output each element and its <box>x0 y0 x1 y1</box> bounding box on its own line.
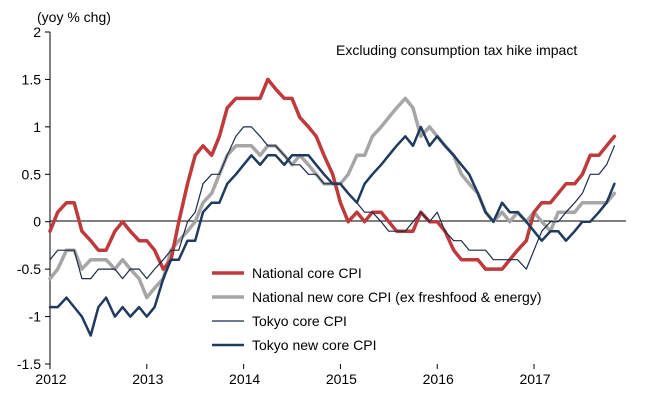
x-tick-label: 2017 <box>519 371 550 387</box>
legend-label-2: Tokyo core CPI <box>252 313 347 329</box>
legend-label-1: National new core CPI (ex freshfood & en… <box>252 289 541 305</box>
series-line-0 <box>48 77 617 271</box>
y-tick-label: 1.5 <box>22 71 42 87</box>
series-line-3 <box>48 125 616 337</box>
annotation-text: Excluding consumption tax hike impact <box>336 42 577 58</box>
x-tick-label: 2012 <box>35 371 66 387</box>
y-axis-label: (yoy % chg) <box>37 9 111 25</box>
y-tick-label: 0 <box>33 214 41 230</box>
y-tick-label: -1 <box>29 309 42 325</box>
x-tick-label: 2015 <box>326 371 357 387</box>
legend-label-3: Tokyo new core CPI <box>252 337 377 353</box>
y-ticks: 2 1.5 1 0.5 0 -0.5 -1 -1.5 <box>17 24 50 372</box>
x-tick-label: 2016 <box>423 371 454 387</box>
series-line-2 <box>49 126 616 280</box>
y-tick-label: -0.5 <box>17 261 41 277</box>
y-tick-label: 1 <box>33 119 41 135</box>
y-tick-label: -1.5 <box>17 356 41 372</box>
x-tick-label: 2014 <box>229 371 260 387</box>
x-tick-label: 2013 <box>132 371 163 387</box>
y-tick-label: 2 <box>33 24 41 40</box>
legend: National core CPI National new core CPI (… <box>212 265 541 353</box>
y-tick-label: 0.5 <box>22 166 42 182</box>
series-lines <box>48 77 617 337</box>
x-ticks: 2012 2013 2014 2015 2016 2017 <box>35 364 551 387</box>
legend-label-0: National core CPI <box>252 265 362 281</box>
